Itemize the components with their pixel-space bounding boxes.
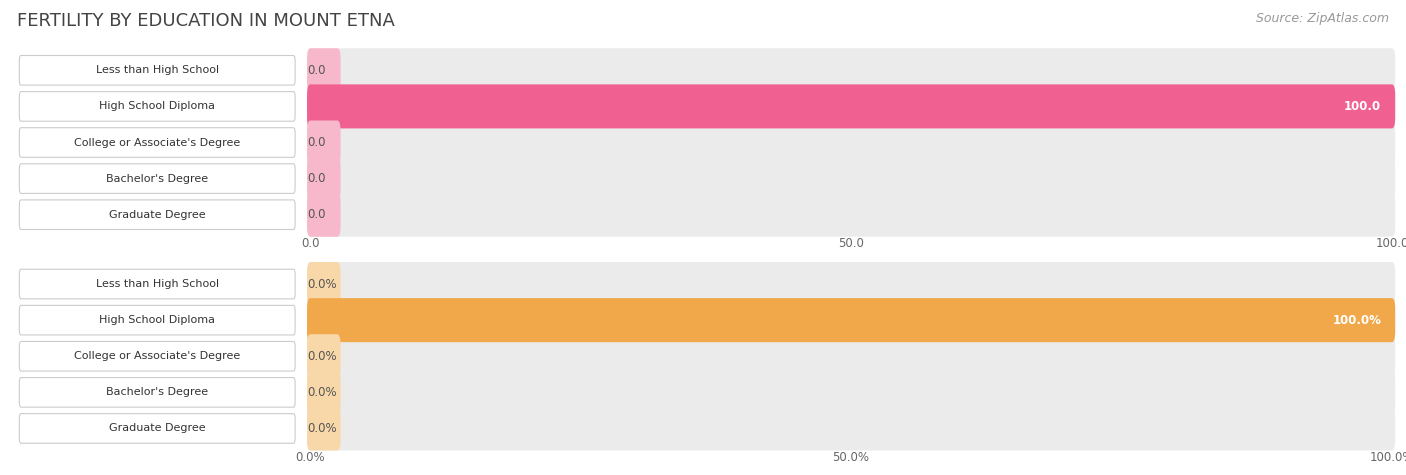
FancyBboxPatch shape	[20, 269, 295, 299]
FancyBboxPatch shape	[307, 193, 1395, 237]
Text: 0.0: 0.0	[308, 208, 326, 221]
Text: Graduate Degree: Graduate Degree	[108, 423, 205, 434]
Text: College or Associate's Degree: College or Associate's Degree	[75, 137, 240, 148]
Text: 0.0%: 0.0%	[308, 386, 337, 399]
FancyBboxPatch shape	[20, 92, 295, 121]
Text: Bachelor's Degree: Bachelor's Degree	[107, 173, 208, 184]
FancyBboxPatch shape	[307, 407, 1395, 450]
FancyBboxPatch shape	[307, 48, 340, 92]
Text: Bachelor's Degree: Bachelor's Degree	[107, 387, 208, 398]
FancyBboxPatch shape	[307, 193, 340, 237]
FancyBboxPatch shape	[20, 164, 295, 193]
FancyBboxPatch shape	[20, 342, 295, 371]
FancyBboxPatch shape	[20, 200, 295, 229]
FancyBboxPatch shape	[307, 121, 1395, 164]
FancyBboxPatch shape	[20, 128, 295, 157]
Text: College or Associate's Degree: College or Associate's Degree	[75, 351, 240, 361]
Text: 0.0: 0.0	[308, 64, 326, 77]
Text: 100.0: 100.0	[1344, 100, 1381, 113]
Text: 0.0: 0.0	[308, 172, 326, 185]
Text: Source: ZipAtlas.com: Source: ZipAtlas.com	[1256, 12, 1389, 25]
Text: 0.0: 0.0	[308, 136, 326, 149]
Text: Less than High School: Less than High School	[96, 279, 219, 289]
FancyBboxPatch shape	[307, 85, 1395, 128]
FancyBboxPatch shape	[307, 334, 340, 378]
FancyBboxPatch shape	[307, 48, 1395, 92]
Text: 0.0%: 0.0%	[308, 350, 337, 363]
FancyBboxPatch shape	[20, 305, 295, 335]
FancyBboxPatch shape	[20, 56, 295, 85]
Text: Less than High School: Less than High School	[96, 65, 219, 76]
FancyBboxPatch shape	[307, 407, 340, 450]
Text: FERTILITY BY EDUCATION IN MOUNT ETNA: FERTILITY BY EDUCATION IN MOUNT ETNA	[17, 12, 395, 30]
FancyBboxPatch shape	[307, 85, 1395, 128]
Text: High School Diploma: High School Diploma	[100, 315, 215, 325]
FancyBboxPatch shape	[307, 334, 1395, 378]
Text: 0.0%: 0.0%	[308, 422, 337, 435]
FancyBboxPatch shape	[20, 414, 295, 443]
FancyBboxPatch shape	[307, 298, 1395, 342]
FancyBboxPatch shape	[307, 121, 340, 164]
Text: 100.0%: 100.0%	[1333, 314, 1381, 327]
FancyBboxPatch shape	[307, 262, 340, 306]
Text: Graduate Degree: Graduate Degree	[108, 209, 205, 220]
FancyBboxPatch shape	[307, 298, 1395, 342]
Text: 0.0%: 0.0%	[308, 277, 337, 291]
FancyBboxPatch shape	[307, 370, 340, 414]
FancyBboxPatch shape	[307, 157, 340, 200]
Text: High School Diploma: High School Diploma	[100, 101, 215, 112]
FancyBboxPatch shape	[307, 157, 1395, 200]
FancyBboxPatch shape	[307, 370, 1395, 414]
FancyBboxPatch shape	[307, 262, 1395, 306]
FancyBboxPatch shape	[20, 378, 295, 407]
